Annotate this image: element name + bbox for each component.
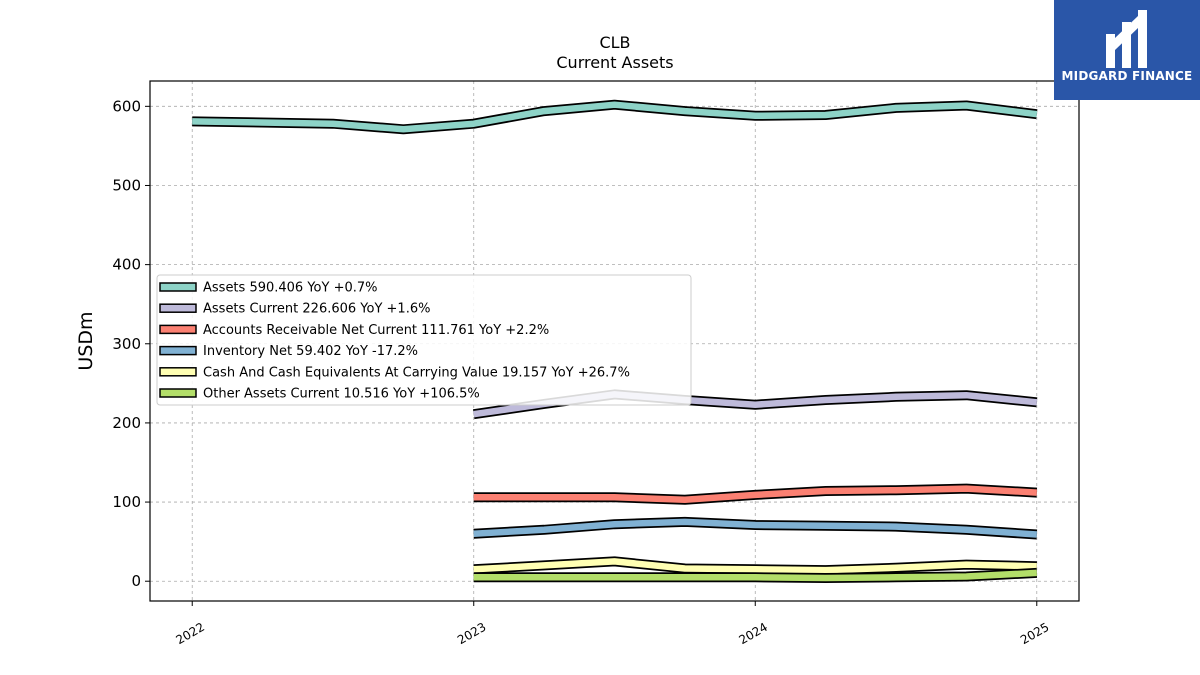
legend-swatch (159, 324, 197, 335)
legend: Assets 590.406 YoY +0.7% Assets Current 2… (156, 274, 692, 406)
y-axis-label: USDm (75, 311, 97, 370)
y-tick-label: 500 (112, 176, 141, 194)
logo-text: MIDGARD FINANCE (1061, 69, 1193, 83)
legend-swatch (159, 367, 197, 377)
y-tick-label: 100 (112, 493, 141, 511)
y-tick-label: 300 (112, 335, 141, 353)
series-line (473, 569, 1037, 582)
legend-label: Assets 590.406 YoY +0.7% (203, 281, 378, 296)
axis-ticks: 0 100 200 300 400 500 600 2022 2023 2024 2025 (112, 97, 1051, 647)
legend-label: Other Assets Current 10.516 YoY +106.5% (203, 387, 480, 402)
legend-label: Accounts Receivable Net Current 111.761 … (203, 323, 549, 338)
chart-subtitle: Current Assets (556, 53, 673, 72)
x-tick-label: 2023 (455, 620, 488, 647)
x-tick-label: 2024 (737, 620, 770, 647)
y-tick-label: 200 (112, 414, 141, 432)
logo-icon (1106, 10, 1147, 68)
legend-box (156, 274, 692, 406)
legend-label: Assets Current 226.606 YoY +1.6% (203, 302, 430, 317)
x-tick-label: 2025 (1018, 620, 1051, 647)
legend-swatch (159, 388, 197, 398)
series-line (192, 101, 1038, 133)
y-tick-label: 0 (131, 572, 141, 590)
y-tick-label: 600 (112, 97, 141, 115)
series-line (473, 558, 1037, 574)
plot-frame (149, 80, 1080, 602)
brand-logo: MIDGARD FINANCE (1054, 0, 1200, 100)
series-line (473, 518, 1038, 538)
legend-label: Inventory Net 59.402 YoY -17.2% (203, 344, 418, 359)
series-line (473, 485, 1037, 503)
chart-title: CLB (599, 33, 630, 52)
series-lines (192, 99, 1038, 583)
legend-swatch (159, 345, 197, 356)
y-tick-label: 400 (112, 256, 141, 274)
legend-swatch (159, 303, 197, 313)
x-tick-label: 2022 (174, 620, 207, 647)
legend-label: Cash And Cash Equivalents At Carrying Va… (203, 365, 630, 380)
legend-swatch (159, 282, 197, 292)
